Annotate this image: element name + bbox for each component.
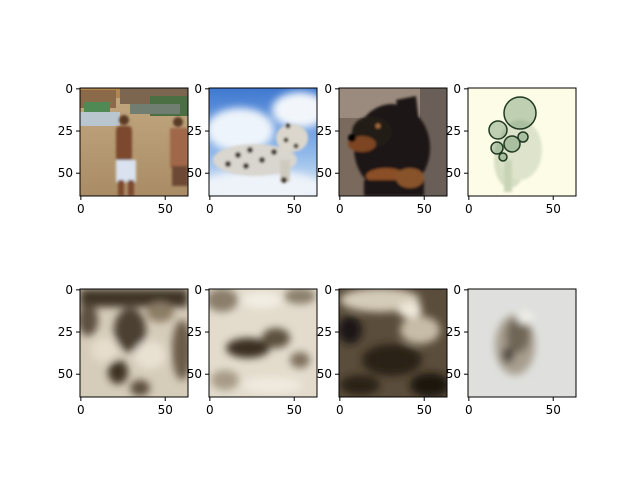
y-tick-label: 50 — [446, 166, 461, 180]
x-tick-label: 0 — [77, 403, 85, 417]
axes-frame — [208, 288, 318, 398]
y-tick-label: 50 — [58, 166, 73, 180]
axes-frame — [79, 87, 189, 197]
y-tick-label: 25 — [58, 124, 73, 138]
axes-5: 0 50 0 25 50 — [58, 283, 189, 417]
panel-dog-portrait — [339, 88, 447, 196]
panel-saliency-3 — [339, 289, 447, 397]
x-tick-label: 0 — [465, 202, 473, 216]
y-tick-label: 0 — [324, 283, 332, 297]
x-tick-label: 0 — [206, 403, 214, 417]
y-tick-label: 50 — [317, 166, 332, 180]
x-tick-label: 0 — [206, 202, 214, 216]
y-tick-label: 0 — [194, 283, 202, 297]
y-tick-label: 50 — [446, 367, 461, 381]
x-tick-label: 0 — [465, 403, 473, 417]
y-tick-label: 25 — [317, 124, 332, 138]
axes-frame — [79, 288, 189, 398]
axes-frame — [467, 87, 577, 197]
y-tick-label: 50 — [187, 166, 202, 180]
y-tick-label: 0 — [65, 82, 73, 96]
y-tick-label: 25 — [187, 325, 202, 339]
axes-2: 0 50 0 25 50 — [187, 82, 318, 216]
x-tick-label: 50 — [287, 202, 302, 216]
y-tick-label: 0 — [453, 82, 461, 96]
y-tick-label: 50 — [187, 367, 202, 381]
x-tick-label: 50 — [417, 403, 432, 417]
axes-4: 0 50 0 25 50 — [446, 82, 577, 216]
panel-green-circles — [468, 88, 576, 196]
y-tick-label: 25 — [317, 325, 332, 339]
y-tick-label: 0 — [453, 283, 461, 297]
axes-3: 0 50 0 25 50 — [317, 82, 448, 216]
axes-7: 0 50 0 25 50 — [317, 283, 448, 417]
panel-saliency-4 — [468, 289, 576, 397]
panel-beach-scene — [80, 88, 188, 196]
x-tick-label: 50 — [287, 403, 302, 417]
panel-snow-leopard — [209, 88, 317, 196]
y-tick-label: 0 — [324, 82, 332, 96]
x-tick-label: 0 — [77, 202, 85, 216]
x-tick-label: 0 — [336, 403, 344, 417]
axes-frame — [338, 288, 448, 398]
x-tick-label: 50 — [546, 403, 561, 417]
axes-8: 0 50 0 25 50 — [446, 283, 577, 417]
axes-layer: 0 50 0 25 50 0 50 0 25 50 0 50 0 25 50 0 50 0 25 50 0 50 0 25 50… — [58, 82, 577, 417]
x-tick-label: 0 — [336, 202, 344, 216]
y-tick-label: 0 — [194, 82, 202, 96]
panel-saliency-2 — [209, 289, 317, 397]
x-tick-label: 50 — [158, 403, 173, 417]
y-tick-label: 25 — [446, 124, 461, 138]
axes-1: 0 50 0 25 50 — [58, 82, 189, 216]
y-tick-label: 25 — [187, 124, 202, 138]
axes-frame — [208, 87, 318, 197]
y-tick-label: 50 — [58, 367, 73, 381]
panel-saliency-1 — [80, 289, 188, 397]
axes-6: 0 50 0 25 50 — [187, 283, 318, 417]
y-tick-label: 25 — [446, 325, 461, 339]
x-tick-label: 50 — [417, 202, 432, 216]
axes-frame — [338, 87, 448, 197]
x-tick-label: 50 — [546, 202, 561, 216]
y-tick-label: 50 — [317, 367, 332, 381]
y-tick-label: 0 — [65, 283, 73, 297]
x-tick-label: 50 — [158, 202, 173, 216]
axes-frame — [467, 288, 577, 398]
y-tick-label: 25 — [58, 325, 73, 339]
